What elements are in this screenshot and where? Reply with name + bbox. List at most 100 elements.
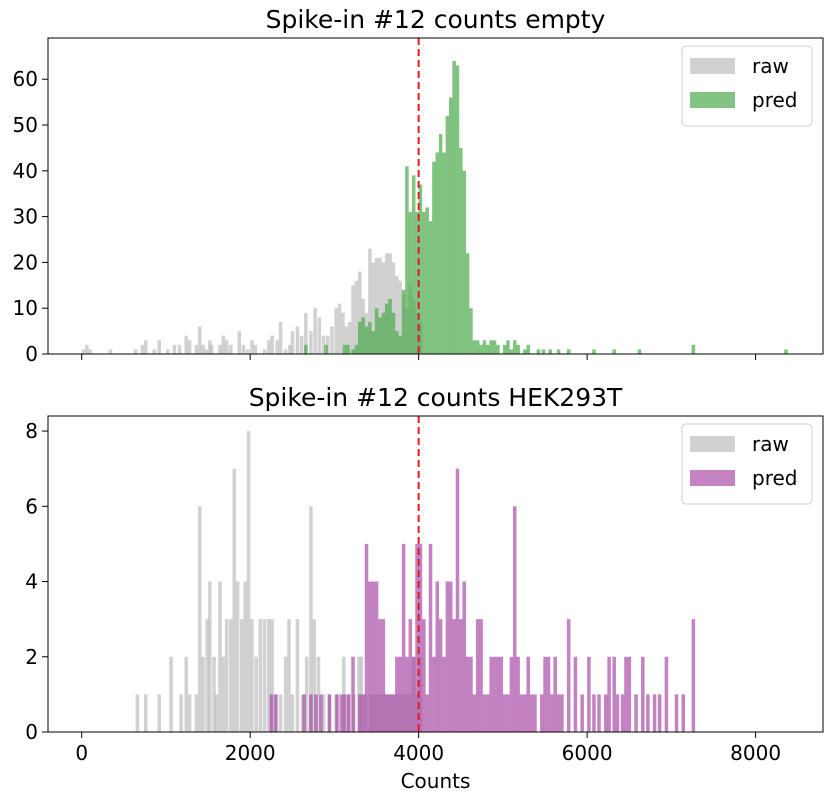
histogram-bar <box>270 619 274 732</box>
y-tick-label: 6 <box>25 494 38 518</box>
histogram-bar <box>641 656 645 732</box>
legend-label-pred: pred <box>752 88 797 112</box>
histogram-bar <box>411 656 416 732</box>
histogram-bar <box>133 349 138 354</box>
histogram-bar <box>543 656 547 732</box>
histogram-bar <box>587 656 591 732</box>
histogram-bar <box>580 694 584 732</box>
histogram-bar <box>221 335 226 354</box>
histogram-bar <box>620 694 625 732</box>
histogram-bar <box>384 694 389 732</box>
histogram-bar <box>513 506 517 732</box>
histogram-bar <box>401 543 406 732</box>
histogram-bar <box>321 694 326 732</box>
y-tick-label: 2 <box>25 645 38 669</box>
histogram-bar <box>245 349 250 354</box>
histogram-bar <box>267 340 271 354</box>
histogram-bar <box>442 152 446 354</box>
histogram-bar <box>312 619 317 732</box>
histogram-bar <box>342 344 347 354</box>
histogram-bar <box>411 175 416 354</box>
histogram-bar <box>262 349 267 354</box>
histogram-bar <box>201 344 205 354</box>
histogram-bar <box>550 694 554 732</box>
histogram-bar <box>452 60 456 355</box>
histogram-bar <box>513 340 517 354</box>
histogram-bar <box>539 694 544 732</box>
histogram-bar <box>455 65 460 354</box>
histogram-bar <box>374 257 379 354</box>
histogram-bar <box>287 619 291 732</box>
legend: raw pred <box>681 45 813 127</box>
histogram-bar <box>324 344 328 354</box>
histogram-bar <box>489 340 493 354</box>
histogram-bar <box>438 134 443 354</box>
histogram-bar <box>546 656 551 732</box>
histogram-bar <box>88 349 92 354</box>
y-tick-label: 4 <box>25 570 38 594</box>
histogram-bar <box>258 619 263 732</box>
histogram-bar <box>346 344 350 354</box>
histogram-bar <box>418 543 423 732</box>
histogram-bar <box>283 656 288 732</box>
histogram-bar <box>351 285 355 354</box>
histogram-bar <box>378 317 382 354</box>
histogram-bar <box>391 262 396 354</box>
histogram-bar <box>381 262 386 354</box>
histogram-bar <box>135 694 140 732</box>
histogram-bar <box>472 340 477 354</box>
histogram-bar <box>637 349 642 354</box>
histogram-bar <box>489 656 493 732</box>
histogram-bar <box>85 344 89 354</box>
histogram-bar <box>391 694 396 732</box>
histogram-bar <box>784 349 788 354</box>
histogram-bar <box>347 321 352 354</box>
histogram-bar <box>566 349 571 354</box>
histogram-bar <box>194 344 199 354</box>
histogram-bar <box>275 340 279 354</box>
histogram-bar <box>395 656 399 732</box>
histogram-bar <box>374 308 379 354</box>
chart-title: Spike-in #12 counts HEK293T <box>249 383 623 412</box>
histogram-bar <box>237 331 242 354</box>
histogram-bar <box>313 308 317 354</box>
histogram-bar <box>152 349 156 354</box>
histogram-bar <box>354 280 359 354</box>
histogram-bar <box>371 331 376 354</box>
histogram-bar <box>278 694 283 732</box>
y-tick-label: 10 <box>13 296 38 320</box>
histogram-bar <box>334 308 338 354</box>
histogram-bar <box>536 349 541 354</box>
histogram-bar <box>486 694 490 732</box>
histogram-bar <box>442 656 446 732</box>
histogram-bar <box>327 694 332 732</box>
y-tick-label: 40 <box>13 159 38 183</box>
histogram-bar <box>657 694 662 732</box>
histogram-bar <box>408 619 413 732</box>
histogram-bar <box>344 326 349 354</box>
histogram-bar <box>556 694 561 732</box>
histogram-bar <box>364 326 369 354</box>
histogram-panel-hek293t: 0 2000 4000 6000 8000 0 2 4 6 8 Spike-in #12 count… <box>25 383 824 793</box>
histogram-bar <box>435 581 440 732</box>
histogram-bar <box>347 694 351 732</box>
histogram-bar <box>415 212 419 354</box>
histogram-bar <box>533 694 537 732</box>
histogram-bar <box>634 694 638 732</box>
histogram-bar <box>428 543 433 732</box>
histogram-bar <box>459 619 463 732</box>
histogram-bar <box>172 344 177 354</box>
histogram-bar <box>472 694 477 732</box>
x-tick-label: 2000 <box>225 741 276 765</box>
histogram-bar <box>309 331 313 354</box>
histogram-bar <box>201 656 205 732</box>
histogram-bar <box>194 694 199 732</box>
histogram-bar <box>592 349 596 354</box>
histogram-bar <box>560 694 564 732</box>
histogram-bar <box>428 221 433 354</box>
x-tick-label: 0 <box>75 741 88 765</box>
y-tick-label: 0 <box>25 342 38 366</box>
histogram-bar <box>295 619 300 732</box>
histogram-bar <box>209 344 214 354</box>
histogram-bar <box>592 694 596 732</box>
